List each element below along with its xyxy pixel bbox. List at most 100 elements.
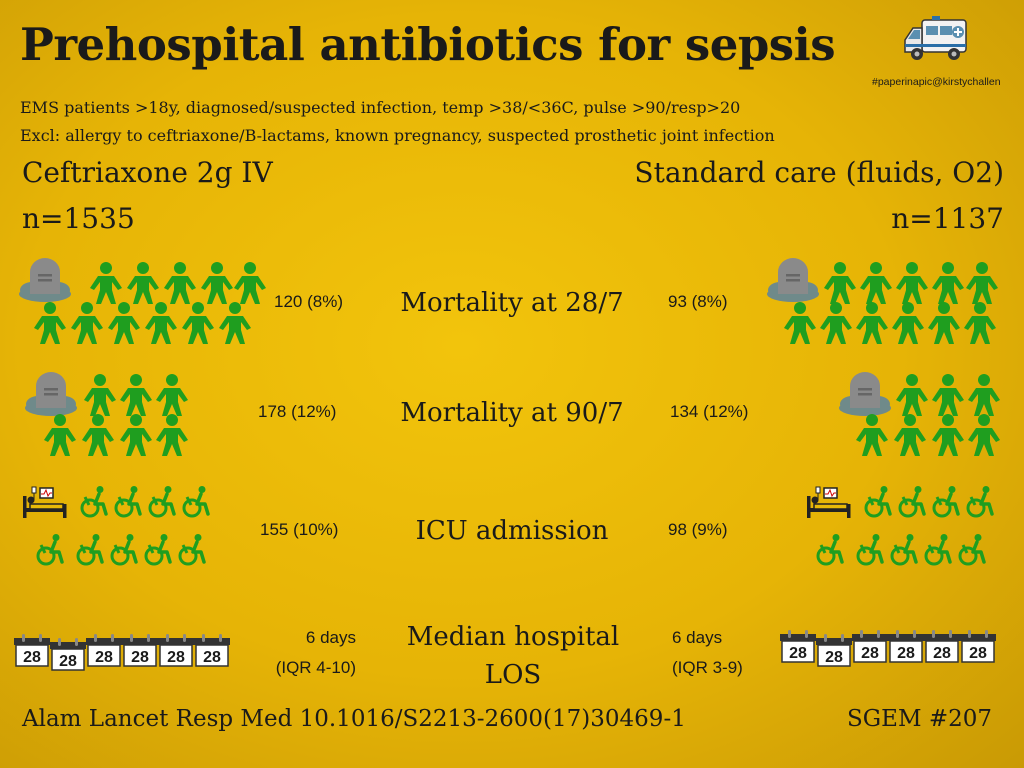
wheelchair-icon [890, 534, 918, 566]
person-icon [932, 262, 964, 304]
headstone-icon [839, 372, 891, 416]
calendar-icon: 28 [14, 634, 50, 672]
hospital-bed-icon [22, 486, 68, 518]
person-icon [44, 414, 76, 456]
los-left-days: 6 days [305, 628, 356, 647]
icu-icons-right [806, 486, 994, 566]
person-icon [932, 414, 964, 456]
calendar-icon: 28 [86, 634, 122, 672]
headstone-icon [767, 258, 819, 302]
mortality-28-icons-right [767, 258, 998, 344]
intervention-group-name: Ceftriaxone 2g IV [22, 156, 273, 189]
person-icon [108, 302, 140, 344]
person-icon [856, 302, 888, 344]
calendar-day: 28 [95, 649, 113, 666]
headstone-icon [25, 372, 77, 416]
person-icon [894, 414, 926, 456]
calendar-icon: 28 [194, 634, 230, 672]
person-icon [968, 414, 1000, 456]
wheelchair-icon [856, 534, 884, 566]
calendar-day: 28 [131, 649, 149, 666]
los-right-iqr: (IQR 3-9) [672, 658, 743, 677]
calendar-day: 28 [203, 649, 221, 666]
wheelchair-icon [864, 486, 892, 518]
wheelchair-icon [816, 534, 844, 566]
inclusion-criteria: EMS patients >18y, diagnosed/suspected i… [20, 98, 741, 117]
headstone-icon [19, 258, 71, 302]
wheelchair-icon [178, 534, 206, 566]
wheelchair-icon [148, 486, 176, 518]
calendar-icon: 28 [122, 634, 158, 672]
person-icon [219, 302, 251, 344]
person-icon [182, 302, 214, 344]
calendar-day: 28 [897, 645, 915, 662]
los-calendars-right: 28 28 28 28 28 28 [780, 630, 996, 670]
person-icon [90, 262, 122, 304]
exclusion-criteria: Excl: allergy to ceftriaxone/B-lactams, … [20, 126, 775, 145]
person-icon [856, 414, 888, 456]
person-icon [964, 302, 996, 344]
person-icon [784, 302, 816, 344]
wheelchair-icon [80, 486, 108, 518]
wheelchair-icon [898, 486, 926, 518]
person-icon [932, 374, 964, 416]
hashtag: #paperinapic@kirstychallen [872, 76, 1001, 88]
sgem-episode: SGEM #207 [847, 706, 992, 732]
page-title: Prehospital antibiotics for sepsis [20, 18, 836, 71]
calendar-day: 28 [23, 649, 41, 666]
mortality-90-right-value: 134 (12%) [670, 402, 749, 421]
person-icon [824, 262, 856, 304]
calendar-day: 28 [167, 649, 185, 666]
mortality-90-icons-right [839, 372, 1000, 456]
person-icon [84, 374, 116, 416]
calendar-icon: 28 [158, 634, 194, 672]
wheelchair-icon [110, 534, 138, 566]
calendar-icon: 28 [50, 638, 86, 676]
mortality-90-icons-left [25, 372, 188, 456]
citation: Alam Lancet Resp Med 10.1016/S2213-2600(… [22, 706, 686, 732]
calendar-icon: 28 [924, 630, 960, 668]
wheelchair-icon [932, 486, 960, 518]
person-icon [120, 414, 152, 456]
los-right-days: 6 days [672, 628, 723, 647]
control-group-n: n=1137 [891, 202, 1004, 235]
los-left-iqr: (IQR 4-10) [275, 658, 356, 677]
wheelchair-icon [76, 534, 104, 566]
control-group-name: Standard care (fluids, O2) [634, 156, 1004, 189]
wheelchair-icon [114, 486, 142, 518]
icu-icons-left [22, 486, 210, 566]
mortality-28-icons-left [19, 258, 266, 344]
person-icon [82, 414, 114, 456]
mortality-28-right-value: 93 (8%) [668, 292, 728, 311]
person-icon [156, 374, 188, 416]
calendar-day: 28 [825, 649, 843, 666]
person-icon [896, 262, 928, 304]
calendar-icon: 28 [888, 630, 924, 668]
person-icon [896, 374, 928, 416]
mortality-28-left-value: 120 (8%) [274, 292, 343, 311]
person-icon [164, 262, 196, 304]
calendar-icon: 28 [960, 630, 996, 668]
person-icon [820, 302, 852, 344]
person-icon [34, 302, 66, 344]
los-calendars-left: 28 28 28 28 28 28 [14, 634, 230, 674]
wheelchair-icon [924, 534, 952, 566]
mortality-28-label: Mortality at 28/7 [400, 288, 624, 318]
person-icon [966, 262, 998, 304]
person-icon [156, 414, 188, 456]
ambulance-icon [904, 16, 967, 60]
person-icon [201, 262, 233, 304]
calendar-day: 28 [789, 645, 807, 662]
calendar-day: 28 [861, 645, 879, 662]
icu-right-value: 98 (9%) [668, 520, 728, 539]
calendar-day: 28 [969, 645, 987, 662]
los-label: Median hospital LOS [406, 622, 620, 690]
wheelchair-icon [966, 486, 994, 518]
person-icon [928, 302, 960, 344]
calendar-icon: 28 [780, 630, 816, 668]
wheelchair-icon [958, 534, 986, 566]
person-icon [127, 262, 159, 304]
calendar-day: 28 [59, 653, 77, 670]
icu-label: ICU admission [415, 516, 609, 546]
wheelchair-icon [144, 534, 172, 566]
